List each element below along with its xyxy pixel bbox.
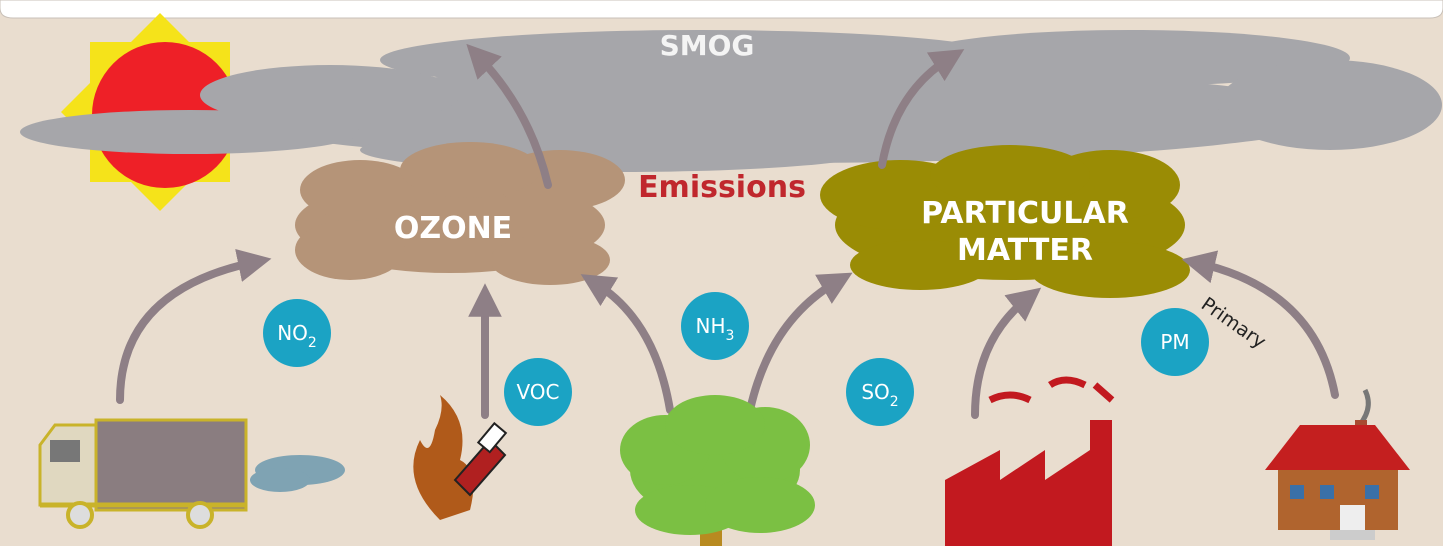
- top-bar: [0, 0, 1443, 18]
- diagram: SMOG Emissions OZONE PARTICULAR MATTER P…: [0, 0, 1443, 546]
- emissions-label: Emissions: [638, 170, 806, 205]
- pollutant-sub: 2: [308, 335, 317, 351]
- pollutant: SO2: [846, 358, 914, 426]
- pm-label: MATTER: [957, 233, 1093, 268]
- pollutant: VOC: [504, 358, 572, 426]
- ozone-label: OZONE: [394, 211, 512, 246]
- pollutant-sub: 2: [890, 394, 899, 410]
- pollutant: NO2: [263, 299, 331, 367]
- pollutant-label: VOC: [516, 380, 559, 404]
- pm-label: PARTICULAR: [921, 196, 1129, 231]
- tree-icon: [620, 395, 815, 546]
- pollutant: NH3: [681, 292, 749, 360]
- pollutant-main: SO: [861, 380, 889, 404]
- pollutant-main: NH: [696, 314, 726, 338]
- page: SMOG Emissions OZONE PARTICULAR MATTER P…: [0, 0, 1443, 546]
- pollutant-label: PM: [1160, 330, 1189, 354]
- pollutant-main: NO: [277, 321, 308, 345]
- pollutant-sub: 3: [726, 328, 735, 344]
- pollutant: PM: [1141, 308, 1209, 376]
- smog-label: SMOG: [660, 29, 755, 62]
